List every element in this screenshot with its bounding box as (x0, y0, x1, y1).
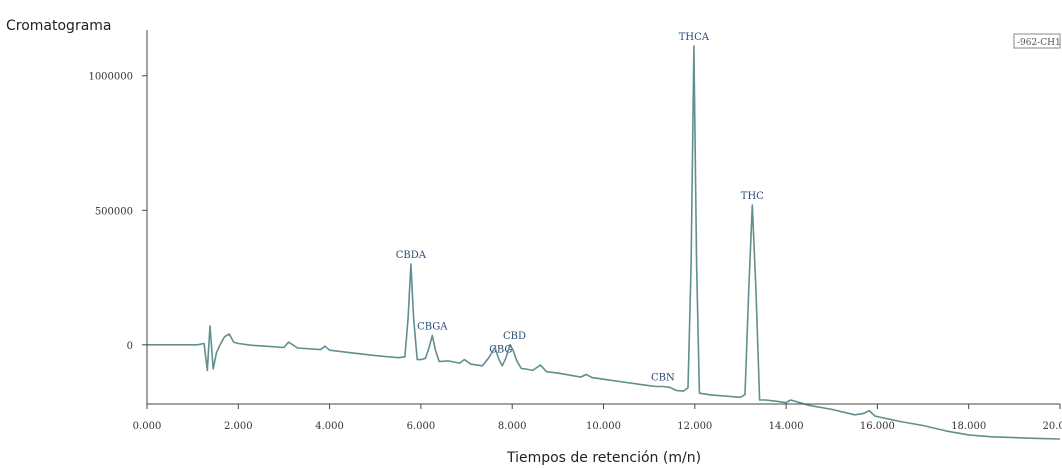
peak-label: CBG (489, 344, 512, 355)
x-tick-label: 8.000 (498, 421, 527, 432)
legend-box (1013, 33, 1061, 49)
legend: -962-CH1 (1013, 33, 1061, 49)
y-tick-label: 1000000 (88, 72, 133, 83)
y-tick-label: 500000 (95, 206, 133, 217)
x-tick-label: 10.000 (586, 421, 621, 432)
x-tick-label: 6.000 (407, 421, 436, 432)
peak-label-group: CBDA CBGA CBG CBD CBN THCA THC (396, 32, 764, 383)
x-tick-label: 14.000 (769, 421, 804, 432)
x-tick-label: 16.000 (860, 421, 895, 432)
peak-label: CBGA (417, 321, 448, 332)
x-tick-label: 18.000 (951, 421, 986, 432)
x-tick-label: 2.000 (224, 421, 253, 432)
x-tick-label: 0.000 (133, 421, 162, 432)
series-line (147, 45, 1061, 440)
x-tick-group: 0.000 2.000 4.000 6.000 8.000 10.000 12.000 14.… (133, 404, 1062, 432)
legend-label: -962-CH1 (1017, 38, 1061, 48)
chart-title: Cromatograma (6, 18, 112, 34)
x-axis-title: Tiempos de retención (m/n) (506, 450, 701, 466)
y-tick-label: 0 (127, 341, 133, 352)
x-tick-label: 12.000 (677, 421, 712, 432)
y-tick-group: 0 500000 1000000 (88, 72, 147, 352)
peak-label: CBN (651, 373, 675, 384)
x-tick-label: 4.000 (315, 421, 344, 432)
plot-line-group (147, 45, 1061, 440)
peak-label: CBD (503, 331, 526, 342)
x-tick-label: 20.000 (1043, 421, 1062, 432)
peak-label: CBDA (396, 250, 427, 261)
peak-label: THC (741, 191, 764, 202)
peak-label: THCA (679, 32, 710, 43)
